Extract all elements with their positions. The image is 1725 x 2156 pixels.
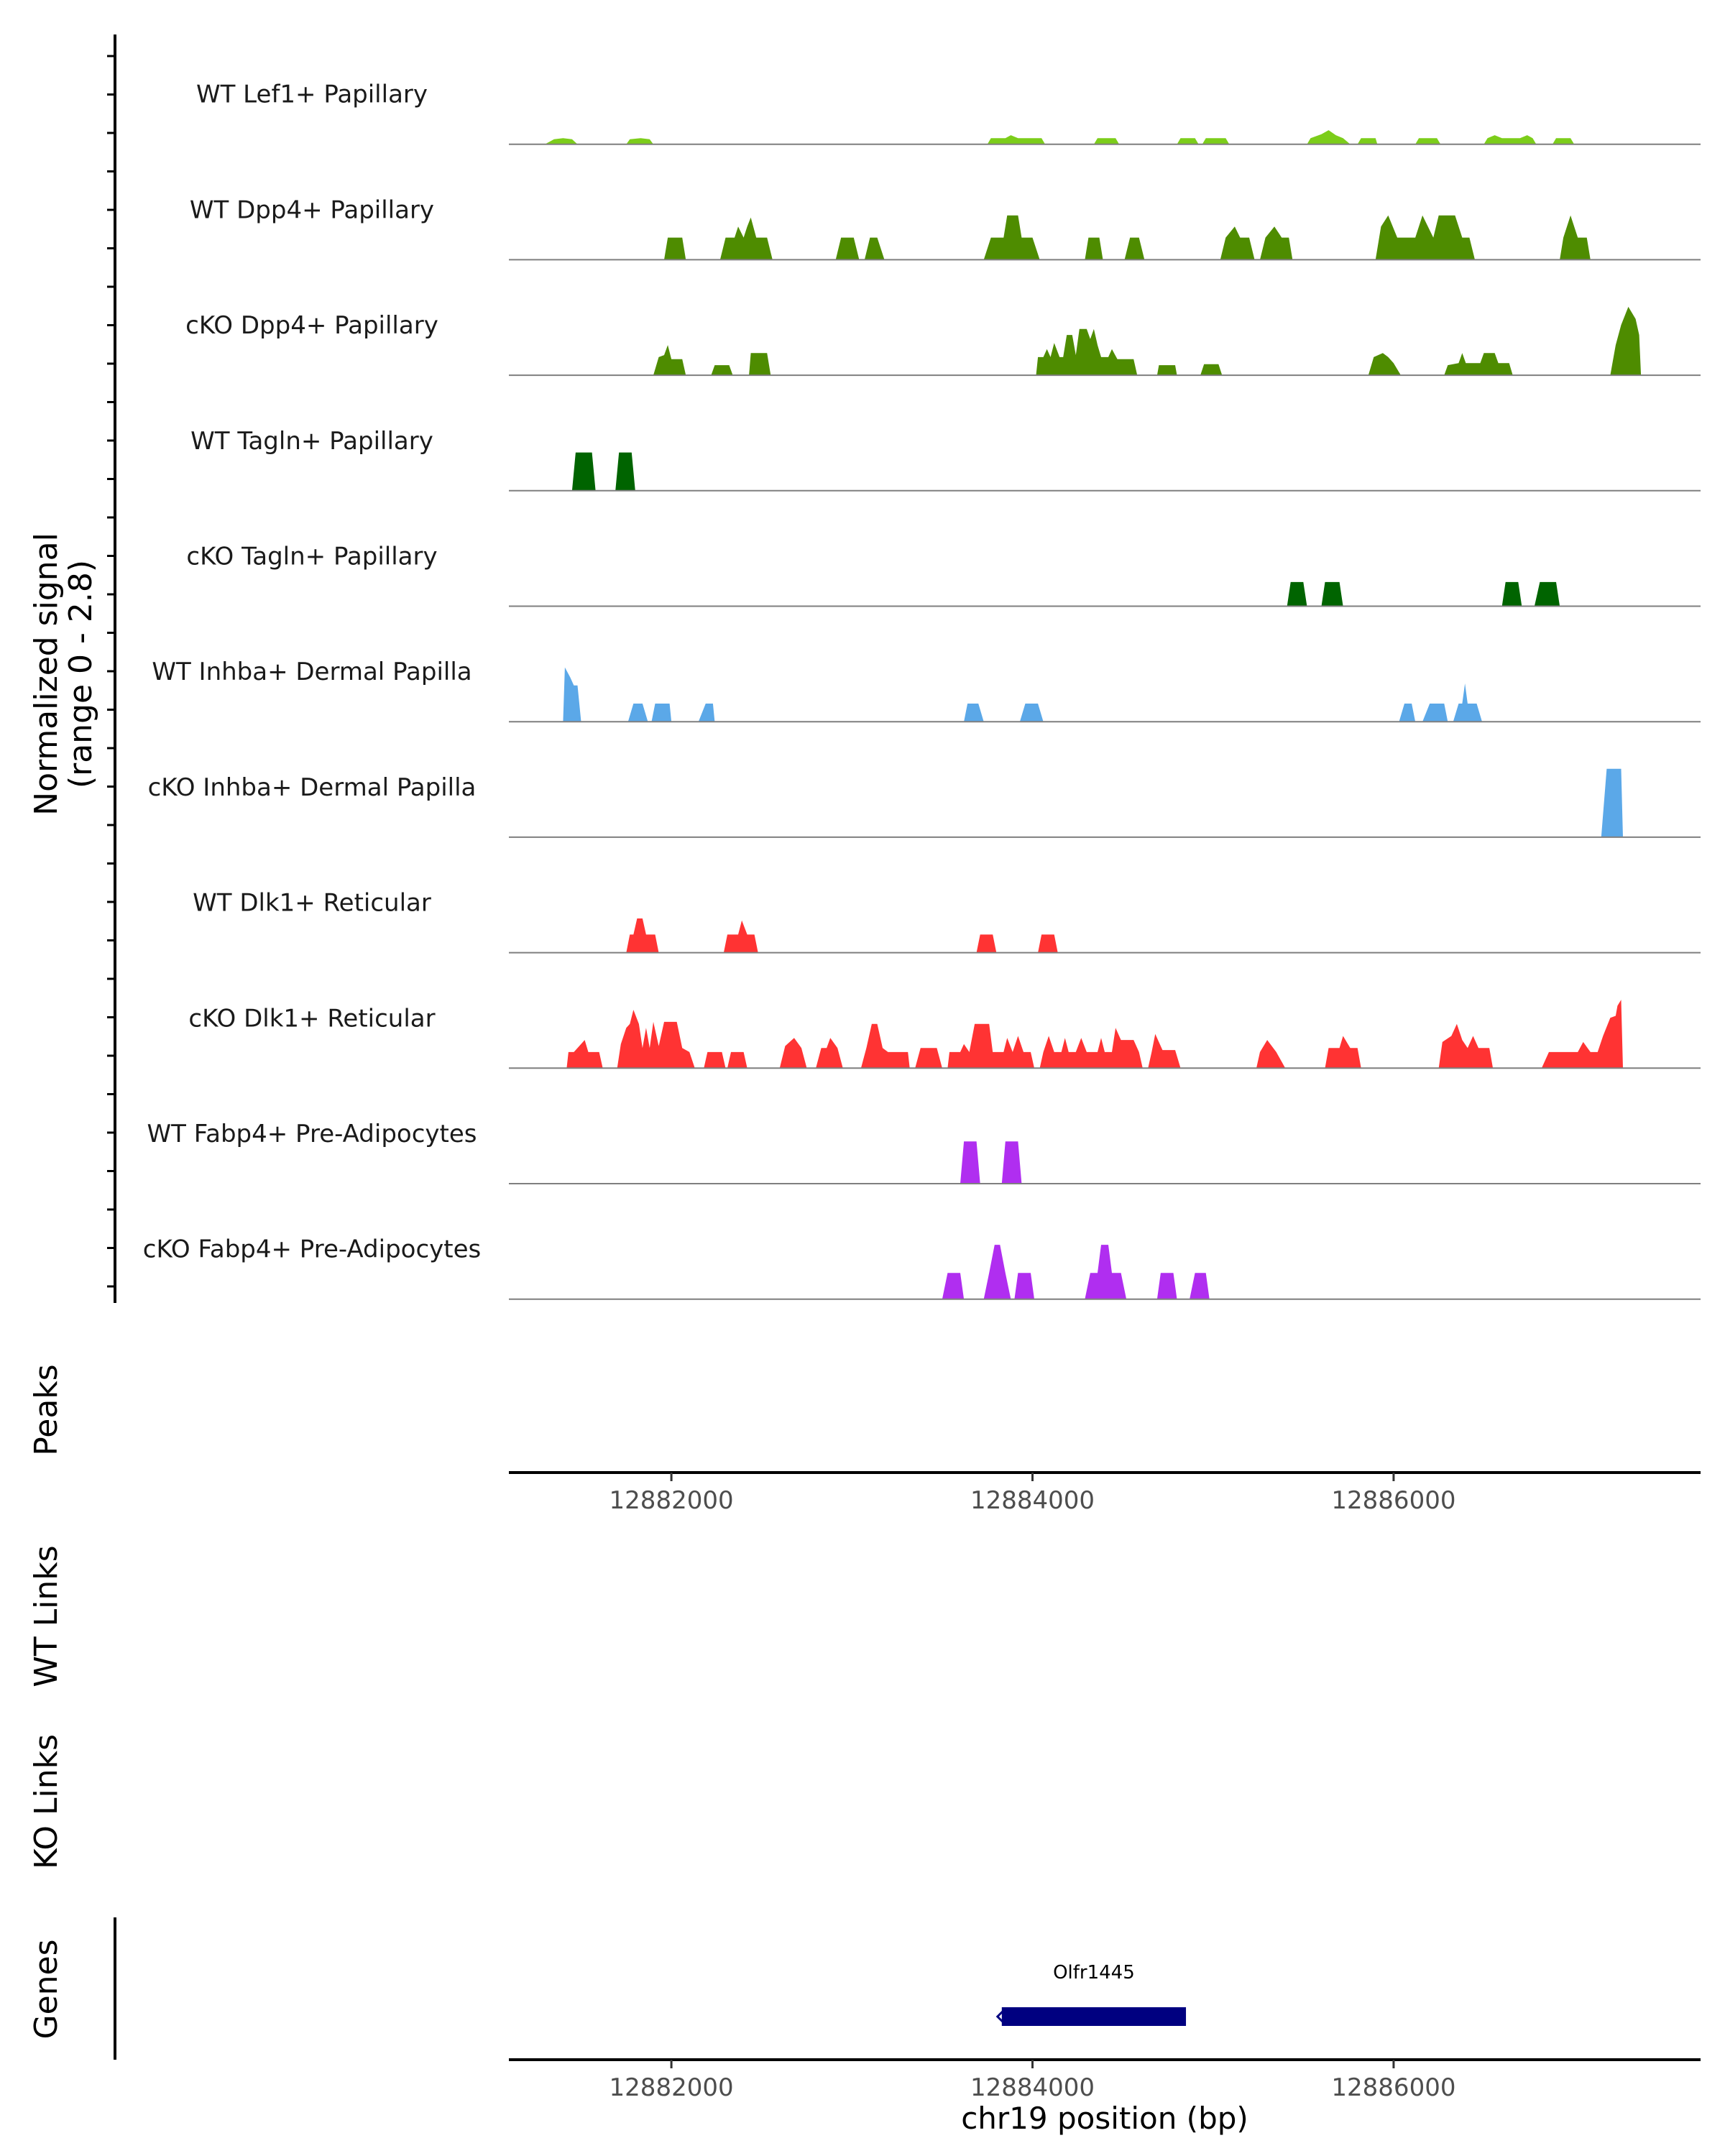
coverage-area <box>1287 581 1560 607</box>
track-1: WT Lef1+ Papillary <box>196 80 1701 145</box>
coverage-tracks: WT Lef1+ Papillary WT Dpp4+ Papillary cKO … <box>143 80 1701 1300</box>
genes-track: Olfr1445 <box>995 1962 1187 2026</box>
coverage-area <box>1601 768 1623 837</box>
x-tick-label: 12886000 <box>1331 2073 1455 2102</box>
track-label: cKO Inhba+ Dermal Papilla <box>148 773 477 802</box>
strand-arrow <box>1039 2009 1047 2024</box>
coverage-area <box>653 306 1642 376</box>
strand-arrow <box>995 2009 1004 2024</box>
track-2: WT Dpp4+ Papillary <box>190 195 1701 261</box>
x-tick-label: 12882000 <box>610 1486 734 1515</box>
x-tick-label: 12882000 <box>610 2073 734 2102</box>
track-label: WT Fabp4+ Pre-Adipocytes <box>147 1120 477 1148</box>
coverage-area <box>960 1141 1022 1184</box>
coverage-area <box>626 918 1058 953</box>
strand-arrow <box>1146 2009 1155 2024</box>
genes-panel-title: Genes <box>28 1939 65 2039</box>
track-9: cKO Dlk1+ Reticular <box>188 1000 1701 1069</box>
strand-arrows <box>995 2009 1177 2024</box>
ko-links-panel-title: KO Links <box>28 1734 65 1869</box>
track-7: cKO Inhba+ Dermal Papilla <box>148 768 1701 838</box>
track-4: WT Tagln+ Papillary <box>190 427 1701 492</box>
track-label: WT Dlk1+ Reticular <box>193 889 431 918</box>
track-label: WT Lef1+ Papillary <box>196 80 428 109</box>
wt-links-panel-title: WT Links <box>28 1545 65 1687</box>
strand-arrow <box>1017 2009 1026 2024</box>
peaks-panel-title: Peaks <box>28 1364 65 1455</box>
strand-arrow <box>1060 2009 1069 2024</box>
track-6: WT Inhba+ Dermal Papilla <box>152 658 1701 723</box>
track-11: cKO Fabp4+ Pre-Adipocytes <box>143 1235 1701 1300</box>
track-label: WT Dpp4+ Papillary <box>190 195 434 224</box>
track-label: cKO Dlk1+ Reticular <box>188 1004 435 1033</box>
coverage-area <box>566 1000 1623 1069</box>
track-10: WT Fabp4+ Pre-Adipocytes <box>147 1120 1701 1184</box>
coverage-area <box>563 667 1482 722</box>
peaks-x-axis: 12882000 12884000 12886000 <box>610 1473 1455 1515</box>
strand-arrow <box>1103 2009 1112 2024</box>
signal-y-axis-ticks <box>107 55 115 1288</box>
coverage-area <box>545 130 1575 144</box>
x-tick-label: 12886000 <box>1331 1486 1455 1515</box>
track-label: cKO Fabp4+ Pre-Adipocytes <box>143 1235 482 1264</box>
signal-y-title-line-1: Normalized signal <box>28 533 65 816</box>
track-3: cKO Dpp4+ Papillary <box>185 306 1701 377</box>
track-label: WT Tagln+ Papillary <box>190 427 433 456</box>
gene-Olfr1445: Olfr1445 <box>995 1962 1187 2026</box>
strand-arrow <box>1125 2009 1133 2024</box>
coverage-area <box>942 1245 1210 1299</box>
track-5: cKO Tagln+ Papillary <box>186 543 1701 607</box>
gene-label: Olfr1445 <box>1053 1962 1135 1984</box>
genes-x-axis: 12882000 12884000 12886000 <box>610 2060 1455 2102</box>
gene-body <box>1001 2007 1187 2026</box>
strand-arrow <box>1168 2009 1177 2024</box>
x-tick-label: 12884000 <box>970 1486 1095 1515</box>
track-label: cKO Dpp4+ Papillary <box>185 311 438 340</box>
coverage-area <box>664 215 1591 260</box>
track-label: WT Inhba+ Dermal Papilla <box>152 658 472 686</box>
x-tick-label: 12884000 <box>970 2073 1095 2102</box>
strand-arrow <box>1082 2009 1090 2024</box>
track-label: cKO Tagln+ Papillary <box>186 543 437 571</box>
coverage-area <box>571 452 635 491</box>
x-axis-title: chr19 position (bp) <box>961 2101 1248 2136</box>
signal-y-title-line-2: (range 0 - 2.8) <box>63 560 99 788</box>
track-8: WT Dlk1+ Reticular <box>193 889 1701 954</box>
